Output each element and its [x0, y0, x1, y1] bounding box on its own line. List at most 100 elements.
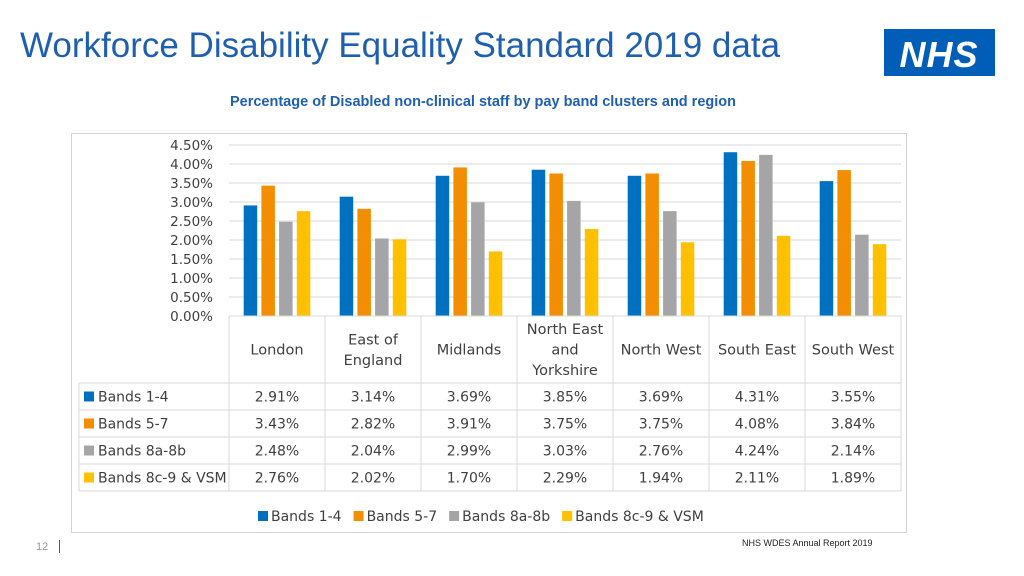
data-label: 2.11%	[735, 471, 779, 487]
bar-2	[357, 208, 371, 316]
series-label: Bands 8c-9 & VSM	[98, 471, 227, 487]
data-label: 3.43%	[255, 417, 299, 433]
category-label-line: Yorkshire	[531, 363, 598, 379]
category-label-line: and	[551, 343, 578, 359]
legend-label: Bands 8c-9 & VSM	[575, 509, 704, 525]
page-number: 12	[36, 541, 49, 553]
category-label-line: North West	[621, 343, 702, 359]
bar-4	[488, 251, 503, 316]
series-key	[84, 418, 94, 429]
category-label-line: South West	[812, 343, 895, 359]
data-label: 4.31%	[735, 390, 779, 406]
category-label-line: East of	[348, 332, 399, 348]
bar-4	[776, 235, 791, 316]
category-label: South East	[718, 343, 796, 359]
data-label: 2.99%	[447, 444, 491, 460]
category-label: South West	[812, 343, 895, 359]
legend-key	[258, 511, 268, 521]
bar-2	[645, 173, 659, 316]
category-label: North East and Yorkshire	[527, 322, 604, 379]
data-label: 2.76%	[255, 471, 299, 487]
data-label: 1.89%	[831, 471, 875, 487]
bar-4	[680, 242, 695, 316]
nhs-logo-background	[884, 29, 995, 76]
y-tick-label: 4.00%	[170, 157, 213, 173]
bar-3	[471, 202, 485, 316]
y-tick-label: 2.00%	[170, 233, 213, 249]
page-number-divider	[59, 540, 60, 553]
legend-key	[562, 511, 573, 521]
category-label: London	[250, 343, 303, 359]
bar-1	[819, 181, 834, 316]
series-label: Bands 8a-8b	[98, 444, 186, 460]
category-label: East of England	[344, 332, 403, 369]
table-row: Bands 8a-8b 2.48% 2.04% 2.99% 3.03% 2.76% 4.24…	[84, 444, 875, 460]
bar-2	[453, 167, 467, 316]
data-label: 2.29%	[543, 471, 587, 487]
bar-3	[663, 211, 677, 316]
bar-2	[549, 173, 563, 316]
bar-4	[296, 211, 311, 316]
data-label: 3.84%	[831, 417, 875, 433]
data-label: 2.14%	[831, 444, 875, 460]
data-label: 2.04%	[351, 444, 395, 460]
y-axis: 0.00% 0.50% 1.00% 1.50% 2.00% 2.50% 3.00% 3.50%…	[170, 138, 213, 325]
table-row: Bands 8c-9 & VSM 2.76% 2.02% 1.70% 2.29% 1.94…	[84, 471, 875, 487]
bar-1	[243, 205, 258, 316]
chart-frame: 0.00% 0.50% 1.00% 1.50% 2.00% 2.50% 3.00% 3.50%…	[71, 133, 907, 533]
series-key	[84, 472, 94, 483]
bar-3	[759, 154, 773, 316]
bar-1	[531, 169, 546, 316]
x-axis: London East of England Midlands North East an…	[250, 322, 894, 379]
data-label: 2.48%	[255, 444, 299, 460]
legend: Bands 1-4 Bands 5-7 Bands 8a-8b Bands 8c-9 …	[258, 509, 704, 525]
data-label: 1.70%	[447, 471, 491, 487]
bar-chart: 0.00% 0.50% 1.00% 1.50% 2.00% 2.50% 3.00% 3.50%…	[78, 138, 902, 525]
chart-title: Percentage of Disabled non-clinical staf…	[229, 94, 736, 110]
bar-2	[741, 160, 755, 316]
series-label: Bands 1-4	[98, 390, 169, 406]
data-label: 3.91%	[447, 417, 491, 433]
data-label: 3.03%	[543, 444, 587, 460]
data-label: 3.75%	[543, 417, 587, 433]
gridlines	[229, 144, 901, 317]
category-label-line: South East	[718, 343, 796, 359]
bar-2	[261, 185, 275, 316]
y-tick-label: 1.50%	[170, 252, 213, 268]
category-label-line: Midlands	[437, 343, 502, 359]
y-tick-label: 0.50%	[170, 290, 213, 306]
category-label: Midlands	[437, 343, 502, 359]
bar-3	[279, 221, 293, 316]
table-row: Bands 5-7 3.43% 2.82% 3.91% 3.75% 3.75% 4.08% 3…	[84, 417, 875, 433]
y-tick-label: 3.00%	[170, 195, 213, 211]
y-tick-label: 0.00%	[170, 309, 213, 325]
category-label-line: England	[344, 353, 403, 369]
data-label: 2.02%	[351, 471, 395, 487]
series-key	[84, 391, 94, 402]
table-row: Bands 1-4 2.91% 3.14% 3.69% 3.85% 3.69% 4.31% 3…	[84, 390, 875, 406]
bar-3	[375, 238, 389, 316]
nhs-logo-text: NHS	[899, 34, 978, 75]
bar-3	[567, 200, 581, 316]
legend-key	[353, 511, 364, 521]
series-key	[84, 445, 94, 456]
legend-key	[449, 511, 460, 521]
data-label: 4.24%	[735, 444, 779, 460]
data-label: 3.14%	[351, 390, 395, 406]
y-tick-label: 4.50%	[170, 138, 213, 154]
data-label: 2.76%	[639, 444, 683, 460]
bar-2	[837, 170, 851, 316]
legend-label: Bands 8a-8b	[462, 509, 550, 525]
data-label: 3.55%	[831, 390, 875, 406]
y-tick-label: 1.00%	[170, 271, 213, 287]
category-label-line: North East	[527, 322, 604, 338]
bar-4	[392, 239, 407, 316]
bar-1	[723, 152, 738, 316]
bar-1	[435, 175, 450, 316]
bar-3	[855, 234, 869, 316]
data-label: 1.94%	[639, 471, 683, 487]
legend-label: Bands 5-7	[367, 509, 438, 525]
data-label: 3.85%	[543, 390, 587, 406]
source-note: NHS WDES Annual Report 2019	[742, 538, 873, 548]
data-label: 3.69%	[447, 390, 491, 406]
